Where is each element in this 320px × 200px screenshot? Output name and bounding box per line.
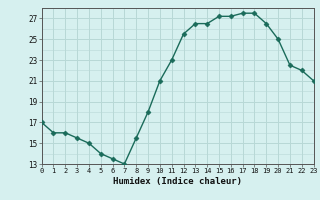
X-axis label: Humidex (Indice chaleur): Humidex (Indice chaleur) <box>113 177 242 186</box>
